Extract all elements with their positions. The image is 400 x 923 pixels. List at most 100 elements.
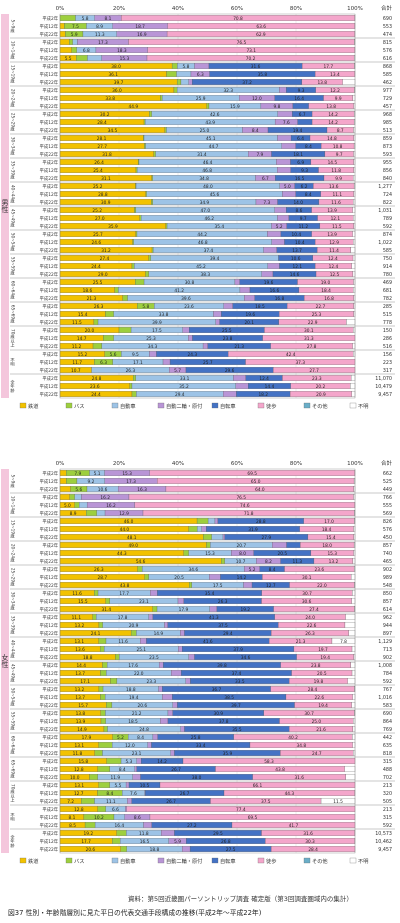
data-label: 5.0 bbox=[64, 503, 71, 509]
row-total: 593 bbox=[383, 152, 392, 158]
data-label: 22.0 bbox=[317, 583, 327, 589]
data-label: 10.7 bbox=[236, 559, 246, 565]
bar-segment bbox=[59, 470, 67, 476]
row-total: 592 bbox=[383, 823, 392, 829]
data-label: 10.7 bbox=[71, 368, 81, 374]
data-label: 77.4 bbox=[236, 807, 246, 813]
legend-swatch bbox=[257, 402, 265, 409]
age-group-label: 30~34歳 bbox=[10, 592, 16, 611]
data-label: 27.0 bbox=[95, 216, 105, 222]
year-label: 平成12年 bbox=[40, 766, 59, 773]
age-group-label: 65~69歳 bbox=[10, 305, 16, 324]
bar-segment bbox=[353, 127, 356, 133]
row-total: 769 bbox=[383, 727, 392, 733]
row-total: 826 bbox=[383, 519, 392, 525]
data-label: 13.6 bbox=[329, 184, 339, 190]
row-total: 9,457 bbox=[378, 392, 392, 398]
data-label: 10.5 bbox=[140, 783, 150, 789]
data-label: 29.4 bbox=[175, 392, 185, 398]
year-label: 平成12年 bbox=[40, 598, 59, 605]
row-total: 442 bbox=[383, 735, 392, 741]
data-label: 12.4 bbox=[259, 376, 269, 382]
row-total: 1,129 bbox=[378, 639, 392, 645]
year-label: 平成12年 bbox=[40, 838, 59, 845]
bar-segment bbox=[74, 502, 80, 508]
bar-segment bbox=[143, 135, 145, 141]
age-group-label: 全年齢 bbox=[10, 378, 16, 393]
bar-segment bbox=[244, 295, 255, 301]
bar-segment bbox=[106, 702, 113, 708]
bar-segment bbox=[145, 191, 147, 197]
bar-segment bbox=[353, 279, 356, 285]
data-label: 9.3 bbox=[301, 168, 308, 174]
data-label: 15.9 bbox=[230, 104, 240, 110]
year-label: 平成22年 bbox=[40, 846, 59, 853]
data-label: 46.8 bbox=[202, 168, 212, 174]
data-label: 24.7 bbox=[312, 751, 322, 757]
data-label: 36.7 bbox=[212, 687, 222, 693]
year-label: 平成12年 bbox=[40, 287, 59, 294]
data-label: 38.0 bbox=[192, 775, 202, 781]
data-label: 6.2 bbox=[301, 184, 308, 190]
year-label: 平成22年 bbox=[40, 391, 59, 398]
year-label: 平成22年 bbox=[40, 31, 59, 38]
data-label: 13.8 bbox=[326, 104, 336, 110]
legend-swatch bbox=[303, 857, 311, 864]
bar-segment bbox=[160, 718, 169, 724]
data-label: 13.9 bbox=[327, 232, 337, 238]
data-label: 31.6 bbox=[294, 775, 304, 781]
data-label: 39.6 bbox=[181, 296, 191, 302]
data-label: 19.0 bbox=[321, 280, 331, 286]
data-label: 18.5 bbox=[255, 304, 265, 310]
year-label: 平成22年 bbox=[40, 223, 59, 230]
data-label: 26.4 bbox=[94, 160, 104, 166]
data-label: 28.4 bbox=[308, 847, 318, 853]
data-label: 20.5 bbox=[278, 551, 288, 557]
data-label: 22.6 bbox=[315, 695, 325, 701]
data-label: 11.3 bbox=[95, 32, 105, 38]
data-label: 17.1 bbox=[133, 360, 143, 366]
data-label: 35.2 bbox=[179, 384, 189, 390]
row-total: 740 bbox=[383, 551, 392, 557]
row-total: 213 bbox=[383, 807, 392, 813]
data-label: 14.4 bbox=[76, 663, 86, 669]
data-label: 17.9 bbox=[82, 735, 92, 741]
data-label: 15.3 bbox=[120, 56, 130, 62]
age-group-label: 45~49歳 bbox=[10, 664, 16, 683]
legend-label: 自動車 bbox=[120, 402, 136, 410]
data-label: 11.2 bbox=[72, 344, 82, 350]
data-label: 76.5 bbox=[237, 40, 247, 46]
data-label: 11.9 bbox=[111, 775, 121, 781]
bar-segment bbox=[207, 518, 216, 524]
data-label: 20.5 bbox=[174, 575, 184, 581]
data-label: 11.8 bbox=[331, 168, 341, 174]
bar-segment bbox=[274, 207, 287, 213]
year-label: 平成22年 bbox=[40, 343, 59, 350]
data-label: 73.1 bbox=[246, 48, 256, 54]
data-label: 7.6 bbox=[283, 120, 290, 126]
row-total: 864 bbox=[383, 719, 392, 725]
bar-segment bbox=[134, 766, 137, 772]
year-label: 平成22年 bbox=[40, 582, 59, 589]
total-header: 合計 bbox=[381, 4, 393, 12]
age-group-label: 15~19歳 bbox=[10, 520, 16, 539]
bar-segment bbox=[353, 327, 356, 333]
bar-segment bbox=[98, 638, 107, 644]
bar-segment bbox=[98, 622, 103, 628]
data-label: 28.8 bbox=[98, 192, 108, 198]
bar-segment bbox=[137, 566, 143, 572]
bar-segment bbox=[81, 798, 95, 804]
bar-segment bbox=[235, 383, 249, 389]
data-label: 18.8 bbox=[126, 687, 136, 693]
bar-segment bbox=[263, 247, 277, 253]
data-label: 5.2 bbox=[117, 735, 124, 741]
data-label: 12.2 bbox=[330, 88, 340, 94]
bar-segment bbox=[69, 39, 73, 45]
data-label: 42.6 bbox=[210, 112, 220, 118]
row-total: 285 bbox=[383, 304, 392, 310]
bar-segment bbox=[92, 343, 103, 349]
bar-segment bbox=[352, 231, 356, 237]
data-label: 33.5 bbox=[235, 679, 245, 685]
plot-frame bbox=[59, 468, 356, 854]
bar-segment bbox=[120, 846, 127, 852]
